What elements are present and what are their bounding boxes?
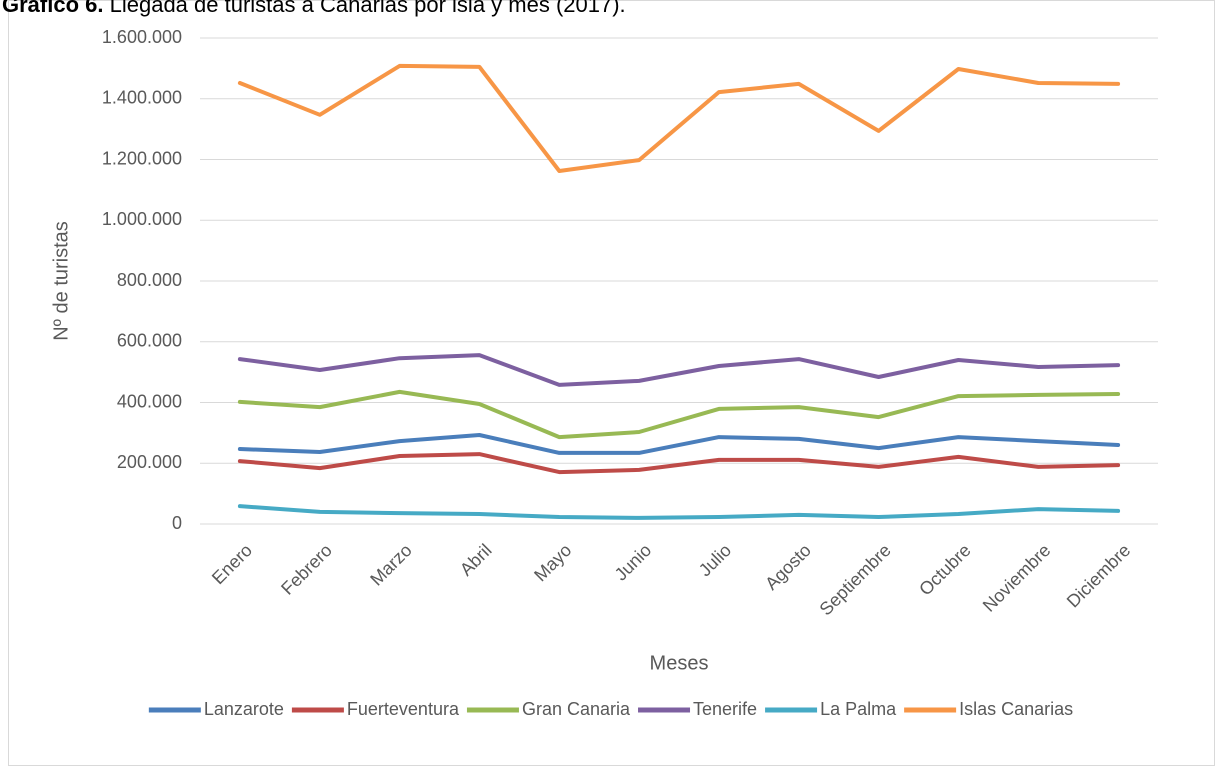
title-prefix: Gráfico 6. — [2, 0, 103, 17]
title-text: Llegada de turistas a Canarias por isla … — [110, 0, 626, 17]
y-tick-label: 0 — [172, 513, 182, 533]
series-line — [237, 504, 1121, 520]
legend-label: Gran Canaria — [522, 699, 631, 719]
y-tick-label: 1.000.000 — [102, 209, 182, 229]
legend-label: La Palma — [820, 699, 897, 719]
y-tick-label: 400.000 — [117, 391, 182, 411]
y-tick-label: 200.000 — [117, 452, 182, 472]
legend-label: Lanzarote — [204, 699, 284, 719]
y-tick-label: 1.200.000 — [102, 148, 182, 168]
y-tick-label: 800.000 — [117, 270, 182, 290]
y-tick-label: 1.400.000 — [102, 88, 182, 108]
series-line — [237, 452, 1121, 475]
legend-label: Fuerteventura — [347, 699, 460, 719]
legend: Lanzarote Fuerteventura Gran Canaria Teneri… — [148, 699, 1073, 719]
chart-title: Gráfico 6. Llegada de turistas a Canaria… — [2, 0, 626, 17]
series-line — [237, 353, 1121, 387]
series-line — [237, 433, 1121, 455]
series-line — [237, 389, 1121, 440]
y-tick-label: 600.000 — [117, 331, 182, 351]
legend-label: Tenerife — [693, 699, 757, 719]
y-axis-label: Nº de turistas — [50, 221, 72, 341]
series-line — [237, 63, 1121, 173]
x-axis-label: Meses — [650, 652, 709, 674]
legend-label: Islas Canarias — [959, 699, 1073, 719]
y-tick-label: 1.600.000 — [102, 27, 182, 47]
